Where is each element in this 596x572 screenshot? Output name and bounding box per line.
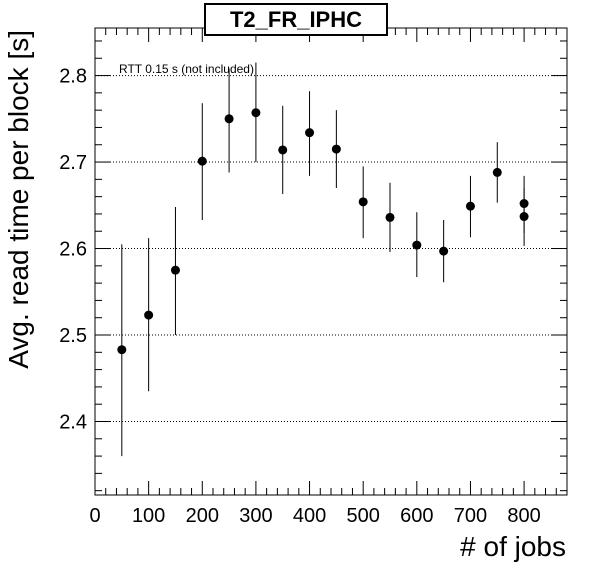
x-tick-label: 700	[454, 505, 487, 527]
rtt-annotation: RTT 0.15 s (not included)	[119, 62, 254, 76]
y-tick-label: 2.6	[59, 239, 87, 261]
x-tick-label: 400	[293, 505, 326, 527]
x-tick-label: 300	[239, 505, 272, 527]
x-tick-label: 600	[400, 505, 433, 527]
data-point	[439, 246, 449, 256]
axis-ticks	[94, 28, 568, 495]
x-tick-label: 200	[186, 505, 219, 527]
data-point	[224, 114, 234, 124]
data-point	[170, 265, 180, 275]
y-tick-label: 2.4	[59, 411, 87, 433]
data-point	[465, 201, 475, 211]
data-point	[144, 310, 154, 320]
x-tick-label: 100	[132, 505, 165, 527]
tick-labels: 0 100 200 300 400 500 600 700 800 2.4 2.5 2.6 2.7 2.8	[59, 66, 541, 527]
y-axis-label: Avg. read time per block [s]	[3, 30, 34, 369]
data-point	[331, 144, 341, 154]
data-point	[197, 156, 207, 166]
y-tick-label: 2.8	[59, 66, 87, 88]
data-point	[117, 345, 127, 355]
x-tick-label: 0	[89, 505, 100, 527]
data-point	[358, 197, 368, 207]
chart-title: T2_FR_IPHC	[204, 3, 388, 36]
x-axis-label: # of jobs	[460, 531, 566, 562]
data-point	[385, 212, 395, 222]
grid-lines	[95, 75, 567, 422]
plot-frame	[94, 27, 568, 496]
data-point	[492, 167, 502, 177]
data-point	[278, 145, 288, 155]
y-tick-label: 2.7	[59, 152, 87, 174]
x-tick-label: 500	[346, 505, 379, 527]
x-tick-label: 800	[507, 505, 540, 527]
y-tick-label: 2.5	[59, 325, 87, 347]
data-point	[305, 128, 315, 138]
data-point	[251, 108, 261, 118]
data-point	[519, 212, 529, 222]
data-point	[412, 240, 422, 250]
data-points	[117, 62, 529, 457]
